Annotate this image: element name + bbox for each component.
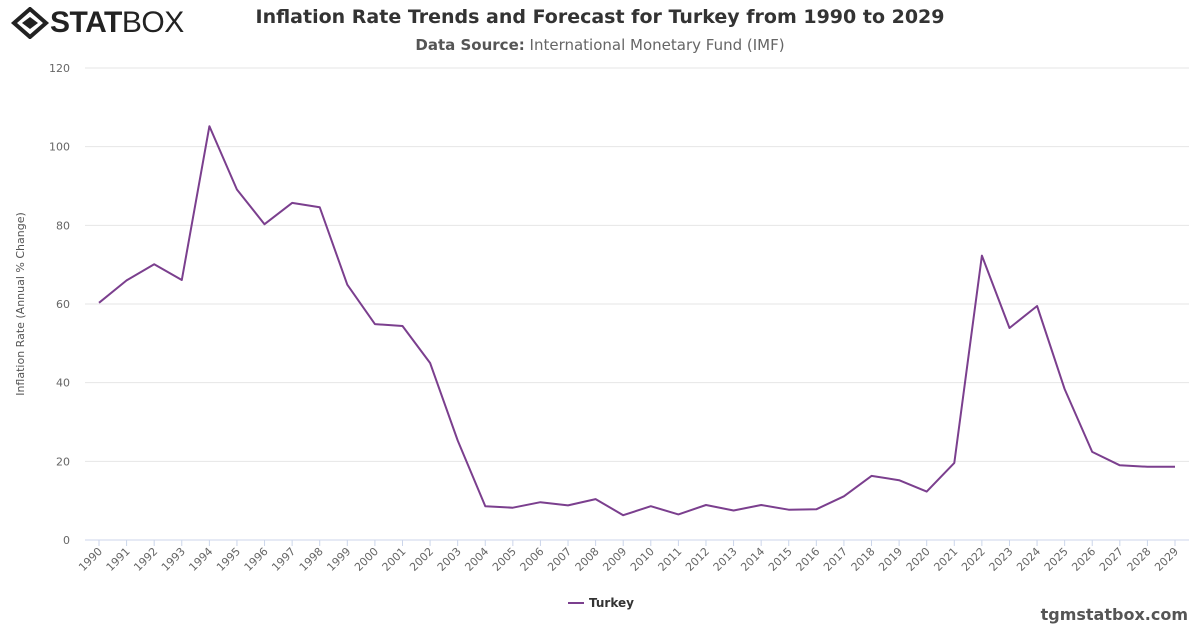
x-tick-label: 2020	[904, 545, 933, 574]
y-tick-label: 80	[56, 219, 70, 232]
x-tick-label: 1996	[242, 545, 271, 574]
x-tick-label: 2016	[793, 545, 822, 574]
diamond-logo-icon	[10, 7, 50, 39]
x-tick-label: 1994	[186, 545, 215, 574]
y-tick-label: 0	[63, 534, 70, 547]
x-tick-label: 2011	[656, 545, 685, 574]
logo-text: STATBOX	[50, 6, 184, 39]
data-point[interactable]	[921, 486, 933, 498]
series-line-turkey[interactable]	[98, 125, 1175, 517]
x-tick-label: 1992	[131, 545, 160, 574]
x-tick-label: 2010	[628, 545, 657, 574]
x-tick-label: 2013	[711, 545, 740, 574]
y-axis-label: Inflation Rate (Annual % Change)	[14, 212, 27, 396]
data-point[interactable]	[341, 279, 353, 291]
data-point[interactable]	[314, 201, 326, 213]
data-point[interactable]	[700, 499, 712, 511]
x-tick-label: 2024	[1014, 545, 1043, 574]
data-point[interactable]	[176, 274, 188, 286]
x-tick-label: 2018	[849, 545, 878, 574]
x-tick-label: 1995	[214, 545, 243, 574]
y-tick-label: 120	[49, 62, 70, 75]
data-point[interactable]	[93, 297, 105, 309]
data-point[interactable]	[1059, 383, 1071, 395]
x-tick-label: 2021	[931, 545, 960, 574]
x-tick-label: 2006	[518, 545, 547, 574]
data-point[interactable]	[755, 499, 767, 511]
x-tick-label: 2007	[545, 545, 574, 574]
data-point[interactable]	[259, 218, 271, 230]
x-tick-label: 2026	[1069, 545, 1098, 574]
x-tick-label: 2027	[1097, 545, 1126, 574]
watermark: tgmstatbox.com	[1040, 605, 1188, 624]
data-point[interactable]	[286, 197, 298, 209]
x-tick-label: 2023	[987, 545, 1016, 574]
data-point[interactable]	[617, 509, 629, 521]
x-tick-label: 2001	[380, 545, 409, 574]
data-point[interactable]	[424, 357, 436, 369]
x-tick-label: 1998	[297, 545, 326, 574]
x-tick-label: 2000	[352, 545, 381, 574]
x-tick-label: 1999	[324, 545, 353, 574]
data-point[interactable]	[976, 250, 988, 262]
x-tick-label: 2002	[407, 545, 436, 574]
data-point[interactable]	[148, 258, 160, 270]
data-point[interactable]	[121, 274, 133, 286]
data-point[interactable]	[672, 508, 684, 520]
data-point[interactable]	[562, 499, 574, 511]
x-tick-label: 2017	[821, 545, 850, 574]
x-tick-label: 2028	[1125, 545, 1154, 574]
statbox-logo: STATBOX	[10, 6, 184, 40]
chart-title: Inflation Rate Trends and Forecast for T…	[255, 6, 945, 28]
x-tick-label: 2029	[1152, 545, 1181, 574]
y-tick-label: 20	[56, 455, 70, 468]
data-point[interactable]	[728, 505, 740, 517]
data-point[interactable]	[893, 474, 905, 486]
y-tick-label: 100	[49, 141, 70, 154]
x-tick-label: 2003	[435, 545, 464, 574]
data-point[interactable]	[1141, 461, 1153, 473]
data-point[interactable]	[452, 434, 464, 446]
x-tick-label: 2009	[600, 545, 629, 574]
x-tick-label: 1997	[269, 545, 298, 574]
chart-subtitle: Data Source: International Monetary Fund…	[415, 36, 785, 54]
x-tick-label: 1990	[76, 545, 105, 574]
x-tick-label: 2008	[573, 545, 602, 574]
data-point[interactable]	[231, 184, 243, 196]
data-point[interactable]	[369, 318, 381, 330]
data-point[interactable]	[1031, 300, 1043, 312]
data-point[interactable]	[1003, 322, 1015, 334]
data-point[interactable]	[534, 496, 546, 508]
data-point[interactable]	[645, 500, 657, 512]
legend-item[interactable]: Turkey	[589, 596, 634, 610]
x-tick-label: 2004	[462, 545, 491, 574]
x-tick-label: 2012	[683, 545, 712, 574]
data-point[interactable]	[810, 503, 822, 515]
x-tick-label: 1991	[104, 545, 133, 574]
x-tick-label: 2019	[876, 545, 905, 574]
x-tick-label: 2005	[490, 545, 519, 574]
data-point[interactable]	[838, 490, 850, 502]
data-point[interactable]	[479, 500, 491, 512]
x-tick-label: 2025	[1042, 545, 1071, 574]
data-point[interactable]	[590, 493, 602, 505]
x-tick-label: 1993	[159, 545, 188, 574]
data-point[interactable]	[1169, 461, 1181, 473]
data-point[interactable]	[1114, 459, 1126, 471]
x-tick-label: 2022	[959, 545, 988, 574]
y-tick-label: 40	[56, 377, 70, 390]
data-point[interactable]	[203, 120, 215, 132]
data-point[interactable]	[866, 470, 878, 482]
y-tick-label: 60	[56, 298, 70, 311]
x-tick-label: 2015	[766, 545, 795, 574]
data-point[interactable]	[948, 457, 960, 469]
x-tick-label: 2014	[738, 545, 767, 574]
data-point[interactable]	[507, 502, 519, 514]
data-point[interactable]	[783, 504, 795, 516]
data-point[interactable]	[1086, 446, 1098, 458]
data-point[interactable]	[396, 320, 408, 332]
